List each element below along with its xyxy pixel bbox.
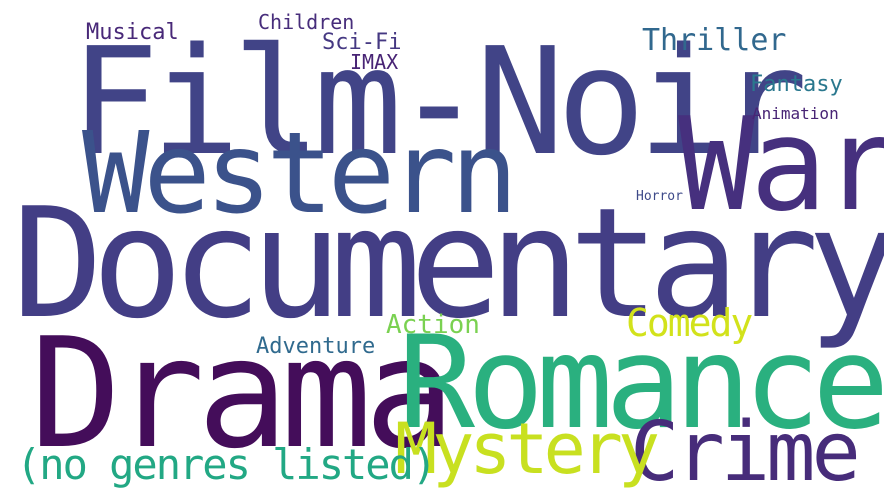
word-film-noir: Film-Noir — [70, 16, 808, 188]
word-adventure: Adventure — [256, 334, 376, 359]
word-action: Action — [386, 310, 480, 340]
word-crime: Crime — [630, 405, 861, 500]
word-imax: IMAX — [350, 50, 399, 74]
word-documentary: Documentary — [12, 175, 884, 352]
word-no-genres-listed: (no genres listed) — [16, 440, 437, 489]
word-mystery: Mystery — [395, 408, 660, 490]
word-sci-fi: Sci-Fi — [322, 30, 402, 55]
word-thriller: Thriller — [642, 23, 787, 58]
word-animation: Animation — [752, 104, 839, 123]
word-fantasy: Fantasy — [750, 72, 843, 97]
word-war: War — [678, 91, 884, 240]
word-horror: Horror — [636, 189, 683, 204]
word-drama: Drama — [30, 305, 456, 482]
word-comedy: Comedy — [626, 301, 753, 345]
word-children: Children — [258, 10, 355, 34]
word-musical: Musical — [86, 20, 179, 45]
word-romance: Romance — [398, 309, 884, 458]
word-western: Western — [82, 109, 518, 239]
